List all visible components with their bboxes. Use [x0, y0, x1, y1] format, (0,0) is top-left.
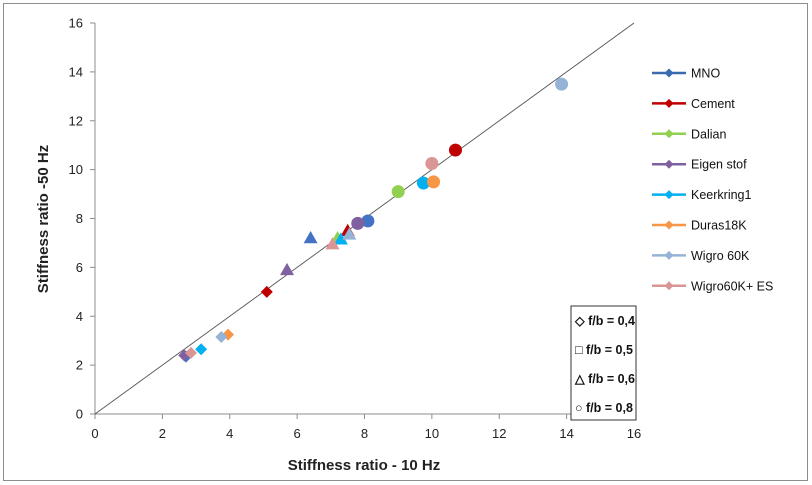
legend-marker-diamond [664, 129, 674, 139]
point-wigro-60k [215, 331, 228, 344]
legend-item-duras18k: Duras18K [652, 219, 747, 233]
point-eigen-stof [351, 216, 365, 230]
point-wigro-60k [342, 227, 357, 240]
point-eigen-stof [280, 262, 295, 276]
y-tick-label: 6 [76, 260, 83, 275]
series-legend: MNO Cement Dalian Eigen stof Keerkring1 Duras… [652, 67, 773, 293]
shape-legend-item: ○ f/b = 0,8 [575, 401, 633, 415]
x-tick-label: 14 [559, 426, 573, 441]
point-duras18k [427, 175, 441, 189]
point-wigro-60k [555, 77, 569, 91]
point-keerkring1 [195, 343, 208, 356]
legend-item-wigro-60k: Wigro 60K [652, 249, 750, 263]
legend-item-eigen-stof: Eigen stof [652, 158, 747, 172]
y-axis-title: Stiffness ratio -50 Hz [35, 145, 52, 293]
x-tick-label: 2 [159, 426, 166, 441]
shape-legend-item: ◇ f/b = 0,4 [574, 314, 635, 328]
legend-marker-diamond [664, 68, 674, 78]
point-wigro60k-es [325, 237, 340, 250]
legend-item-keerkring1: Keerkring1 [652, 188, 751, 202]
legend-marker-diamond [664, 220, 674, 230]
chart-frame [3, 3, 808, 481]
legend-label: Wigro60K+ ES [691, 279, 773, 293]
data-points [178, 77, 569, 363]
legend-marker-diamond [664, 98, 674, 108]
axes: 0 2 4 6 8 10 12 14 16 0 2 4 6 8 10 12 14 16 [69, 16, 642, 442]
shape-legend-box [570, 305, 637, 421]
x-tick-label: 6 [294, 426, 301, 441]
x-tick-label: 4 [226, 426, 233, 441]
x-axis-title: Stiffness ratio - 10 Hz [288, 457, 441, 474]
shape-legend-item: □ f/b = 0,5 [575, 343, 633, 357]
x-tick-label: 16 [627, 426, 641, 441]
legend-item-wigro60k-es: Wigro60K+ ES [652, 279, 773, 293]
legend-item-mno: MNO [652, 67, 720, 81]
x-tick-label: 8 [361, 426, 368, 441]
y-tick-label: 14 [69, 64, 83, 79]
shape-legend: ◇ f/b = 0,4 □ f/b = 0,5 △ f/b = 0,6 ○ f/b =… [570, 305, 637, 421]
legend-label: Dalian [691, 127, 726, 141]
y-tick-label: 12 [69, 113, 83, 128]
legend-marker-diamond [664, 159, 674, 169]
point-wigro60k-es [425, 157, 439, 171]
legend-label: Eigen stof [691, 158, 747, 172]
point-mno [361, 214, 375, 228]
y-tick-label: 0 [76, 407, 83, 422]
y-tick-label: 16 [69, 16, 83, 31]
point-keerkring1 [416, 176, 430, 190]
y-tick-label: 4 [76, 309, 83, 324]
legend-marker-diamond [664, 190, 674, 200]
legend-marker-diamond [664, 281, 674, 291]
legend-label: MNO [691, 67, 720, 81]
y-tick-label: 8 [76, 211, 83, 226]
legend-label: Duras18K [691, 219, 747, 233]
point-cement [448, 143, 462, 157]
legend-item-dalian: Dalian [652, 127, 726, 141]
y-tick-label: 10 [69, 162, 83, 177]
point-cement [260, 285, 273, 298]
y-tick-label: 2 [76, 358, 83, 373]
point-keerkring1 [333, 232, 348, 245]
x-tick-label: 10 [425, 426, 439, 441]
point-wigro60k-es [185, 346, 198, 359]
legend-marker-diamond [664, 250, 674, 260]
point-dalian [391, 185, 405, 199]
shape-legend-item: △ f/b = 0,6 [574, 372, 635, 386]
legend-item-cement: Cement [652, 97, 735, 111]
legend-label: Keerkring1 [691, 188, 751, 202]
x-tick-label: 0 [91, 426, 98, 441]
legend-label: Cement [691, 97, 735, 111]
point-mno [303, 231, 318, 244]
legend-label: Wigro 60K [691, 249, 750, 263]
x-tick-label: 12 [492, 426, 506, 441]
